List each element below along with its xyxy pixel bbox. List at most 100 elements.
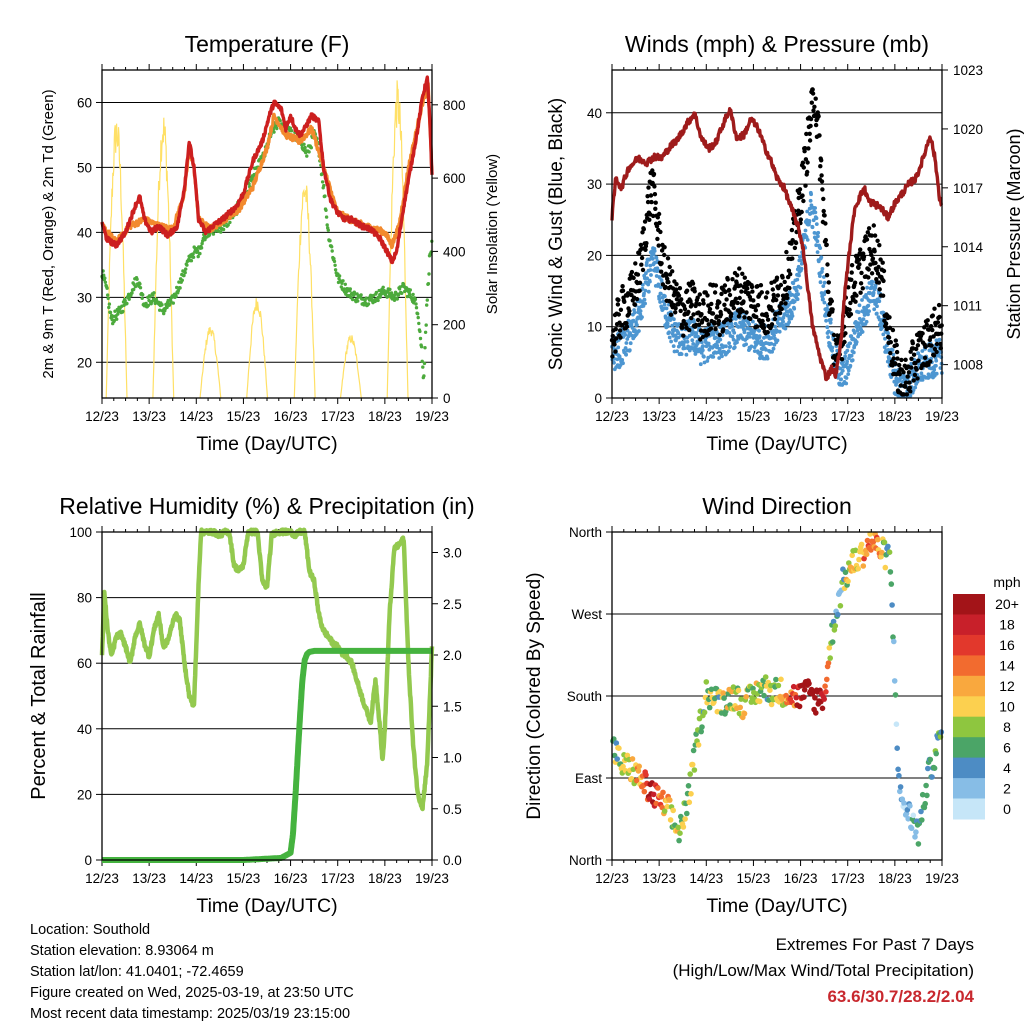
timestamp-text: Most recent data timestamp: 2025/03/19 2… xyxy=(30,1006,351,1022)
wind-gust-point xyxy=(744,310,749,315)
wind-gust-point xyxy=(653,200,658,205)
direction-point xyxy=(629,756,636,762)
wind-speed-point xyxy=(695,341,700,346)
wind-gust-point xyxy=(620,288,626,293)
chart-panel-0: Temperature (F) 12/23 13/23 14/23 15/23 16/23… xyxy=(40,31,501,455)
dewpoint-point xyxy=(378,295,382,299)
wind-gust-point xyxy=(718,312,724,317)
wind-speed-point xyxy=(648,279,652,284)
wind-gust-point xyxy=(637,288,642,293)
chart-panel-1: Winds (mph) & Pressure (mb) 12/23 13/23 14/… xyxy=(546,31,1024,455)
wind-gust-point xyxy=(637,280,643,285)
wind-speed-point xyxy=(692,319,696,324)
wind-gust-point xyxy=(662,252,667,258)
wind-gust-point xyxy=(681,333,686,338)
wind-speed-point xyxy=(864,319,869,324)
legend-swatch xyxy=(953,675,985,697)
wind-speed-point xyxy=(648,268,653,272)
wind-gust-point xyxy=(924,322,929,327)
wind-speed-point xyxy=(875,304,879,309)
y-tick-label: 20 xyxy=(77,355,92,370)
wind-speed-point xyxy=(860,298,864,302)
wind-gust-point xyxy=(748,316,753,322)
wind-gust-point xyxy=(872,233,878,238)
y-tick-label: 100 xyxy=(69,525,92,540)
wind-speed-point xyxy=(628,341,633,346)
wind-speed-point xyxy=(646,282,651,287)
direction-point xyxy=(874,536,881,543)
direction-point xyxy=(614,756,620,762)
direction-point xyxy=(885,543,891,550)
extremes-values: 63.6/30.7/28.2/2.04 xyxy=(827,987,974,1006)
y2-tick-label: 2.5 xyxy=(443,597,462,612)
dewpoint-point xyxy=(152,291,156,295)
wind-gust-point xyxy=(817,133,822,138)
direction-point xyxy=(616,745,622,751)
wind-speed-point xyxy=(681,343,686,348)
wind-speed-point xyxy=(684,352,689,357)
wind-gust-point xyxy=(615,302,621,307)
direction-point xyxy=(677,830,683,836)
wind-gust-point xyxy=(708,326,714,331)
wind-speed-point xyxy=(689,346,694,351)
dewpoint-point xyxy=(106,296,110,301)
dewpoint-point xyxy=(123,299,127,303)
wind-gust-point xyxy=(852,280,858,285)
y-tick-label: 0 xyxy=(594,391,602,406)
direction-point xyxy=(773,676,779,683)
direction-point xyxy=(923,782,929,789)
dewpoint-point xyxy=(359,293,363,297)
dewpoint-point xyxy=(130,291,134,295)
wind-speed-point xyxy=(727,331,732,335)
wind-gust-point xyxy=(774,275,780,280)
x-tick-label: 17/23 xyxy=(321,409,355,424)
wind-gust-point xyxy=(765,290,770,295)
direction-point xyxy=(796,703,803,710)
legend-label: 20+ xyxy=(995,596,1019,612)
wind-gust-point xyxy=(914,367,919,372)
wind-speed-point xyxy=(826,335,830,339)
wind-speed-point xyxy=(727,341,731,345)
x-tick-label: 18/23 xyxy=(878,409,912,424)
wind-gust-point xyxy=(779,306,784,312)
wind-gust-point xyxy=(750,289,755,294)
wind-speed-point xyxy=(807,219,812,223)
dewpoint-point xyxy=(324,215,329,219)
wind-gust-point xyxy=(905,374,910,379)
wind-gust-point xyxy=(877,243,882,248)
wind-speed-point xyxy=(866,303,871,308)
wind-gust-point xyxy=(691,312,696,317)
x-tick-label: 15/23 xyxy=(227,409,261,424)
dewpoint-point xyxy=(416,312,420,316)
wind-gust-point xyxy=(805,160,810,165)
direction-point xyxy=(929,774,935,780)
wind-gust-point xyxy=(906,370,912,375)
wind-speed-point xyxy=(805,238,810,242)
location-text: Location: Southold xyxy=(30,922,151,938)
wind-speed-point xyxy=(818,274,822,278)
wind-gust-point xyxy=(928,359,933,364)
direction-point xyxy=(855,565,861,572)
wind-speed-point xyxy=(758,350,763,355)
y2-axis-label: Station Pressure (Maroon) xyxy=(1004,128,1024,339)
wind-speed-point xyxy=(726,349,731,353)
y2-tick-label: 3.0 xyxy=(443,546,462,561)
wind-speed-point xyxy=(799,266,804,271)
wind-speed-point xyxy=(854,340,859,344)
wind-gust-point xyxy=(930,313,935,318)
wind-gust-point xyxy=(899,357,904,363)
wind-gust-point xyxy=(662,245,667,250)
legend-label: 8 xyxy=(1003,719,1011,735)
direction-point xyxy=(778,676,784,683)
direction-point xyxy=(821,696,827,702)
wind-gust-point xyxy=(687,327,692,333)
wind-gust-point xyxy=(639,255,645,261)
direction-point xyxy=(720,690,727,696)
legend-swatch xyxy=(953,655,985,677)
dewpoint-point xyxy=(108,310,113,315)
wind-gust-point xyxy=(635,272,641,277)
wind-gust-point xyxy=(911,352,917,357)
dewpoint-point xyxy=(405,294,410,299)
wind-gust-point xyxy=(866,226,872,231)
wind-speed-point xyxy=(792,306,797,311)
